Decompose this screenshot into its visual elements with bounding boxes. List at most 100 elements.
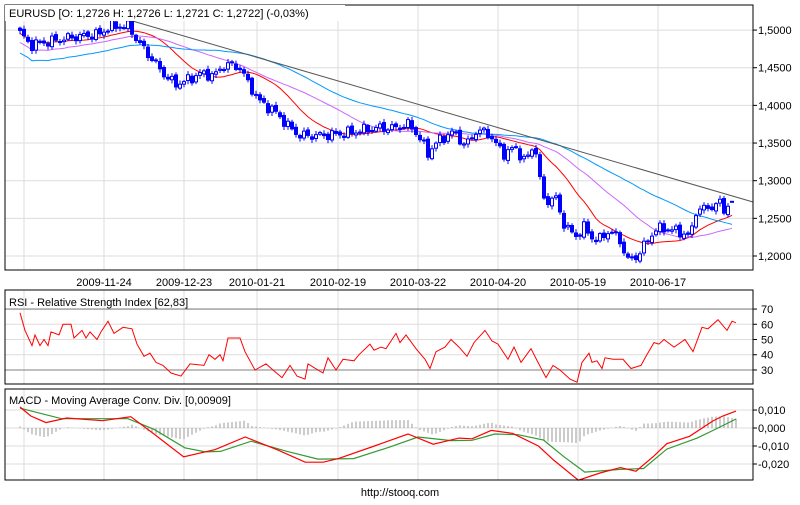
date-tick-label: 2009-12-23 [156,277,212,289]
candle-body-up [478,129,482,135]
price-panel-frame [4,4,754,271]
candle-body-down [250,77,254,95]
candle [238,65,242,73]
candle-body-down [98,27,102,35]
date-tick-label: 2010-04-20 [470,277,526,289]
candle [310,134,314,143]
candle [718,195,722,207]
candle-body-down [622,241,626,254]
rsi-tick-label: 70 [761,304,773,316]
candle-body-down [166,76,170,80]
macd-tick-label: 0,000 [758,423,786,435]
candle [522,153,526,163]
macd-grid [5,389,753,480]
candle-body-up [682,233,686,239]
candle-body-up [386,129,390,134]
candle-body-down [42,40,46,44]
candle [38,39,42,45]
candle-body-up [102,31,106,36]
candle [690,222,694,238]
candle-body-up [550,197,554,207]
candle-body-down [246,73,250,81]
candle [298,133,302,142]
price-panel-border [4,4,754,271]
candle [346,125,350,139]
candle [86,30,90,40]
candle-body-up [474,133,478,141]
candle [406,117,410,131]
candle [714,202,718,215]
candle-body-down [502,143,506,160]
candle-body-up [122,27,126,30]
candle [186,71,190,85]
candle-body-down [142,40,146,47]
candle-body-up [170,75,174,81]
candle [686,230,690,238]
candle [442,134,446,146]
candle-body-down [70,34,74,39]
price-tick-label: 1,4000 [758,100,792,112]
candle-body-down [602,232,606,238]
candle-body-down [418,134,422,141]
candle-body-up [530,149,534,157]
candle-body-down [150,56,154,61]
candle [694,213,698,230]
candle [234,60,238,72]
candle-body-down [578,234,582,237]
candle [170,73,174,84]
candle-body-down [238,67,242,71]
candle-body-up [94,29,98,40]
candle [166,73,170,82]
candle [342,132,346,141]
candle-body-up [106,30,110,33]
candle-body-up [654,230,658,236]
candle-body-up [214,71,218,75]
candle-body-down [350,125,354,134]
candle-body-up [606,233,610,240]
candle [154,57,158,64]
candle-body-down [162,67,166,78]
candle-body-down [334,130,338,134]
candle-body-down [686,232,690,235]
candle-body-up [694,215,698,228]
macd-title: MACD - Moving Average Conv. Div. [0,0090… [9,395,231,407]
candle [242,66,246,77]
candle-body-down [282,114,286,127]
candle [54,31,58,43]
rsi-tick-label: 40 [761,350,773,362]
candle-body-down [114,21,118,29]
candle [702,202,706,214]
candle [402,124,406,130]
candle [578,232,582,240]
date-tick-label: 2009-11-24 [76,277,131,289]
candle-body-up [270,105,274,113]
candle-body-down [338,131,342,136]
candle-body-down [190,75,194,84]
price-tick-label: 1,2000 [758,251,792,263]
candle-body-down [398,127,402,131]
candle [50,32,54,50]
candle [102,28,106,39]
candle-body-up [638,253,642,262]
candle [398,124,402,133]
candle [630,253,634,261]
candle-body-up [226,62,230,70]
macd-panel-frame [4,388,754,481]
candle-body-down [230,61,234,64]
rsi-marks [19,312,737,383]
candle [698,205,702,217]
candle-body-up [126,20,130,30]
candle-body-down [574,232,578,237]
candle-body-up [178,83,182,89]
candle [34,36,38,54]
candle [206,65,210,82]
candle [518,145,522,164]
candle-body-down [710,206,714,211]
candle [326,131,330,144]
footer-source-link[interactable]: http://stooq.com [361,487,439,499]
price-tick-label: 1,3000 [758,176,792,188]
date-tick-label: 2010-03-22 [390,277,446,289]
candle-body-down [490,135,494,140]
price-tick-label: 1,2500 [758,213,792,225]
candle-body-down [730,200,734,203]
